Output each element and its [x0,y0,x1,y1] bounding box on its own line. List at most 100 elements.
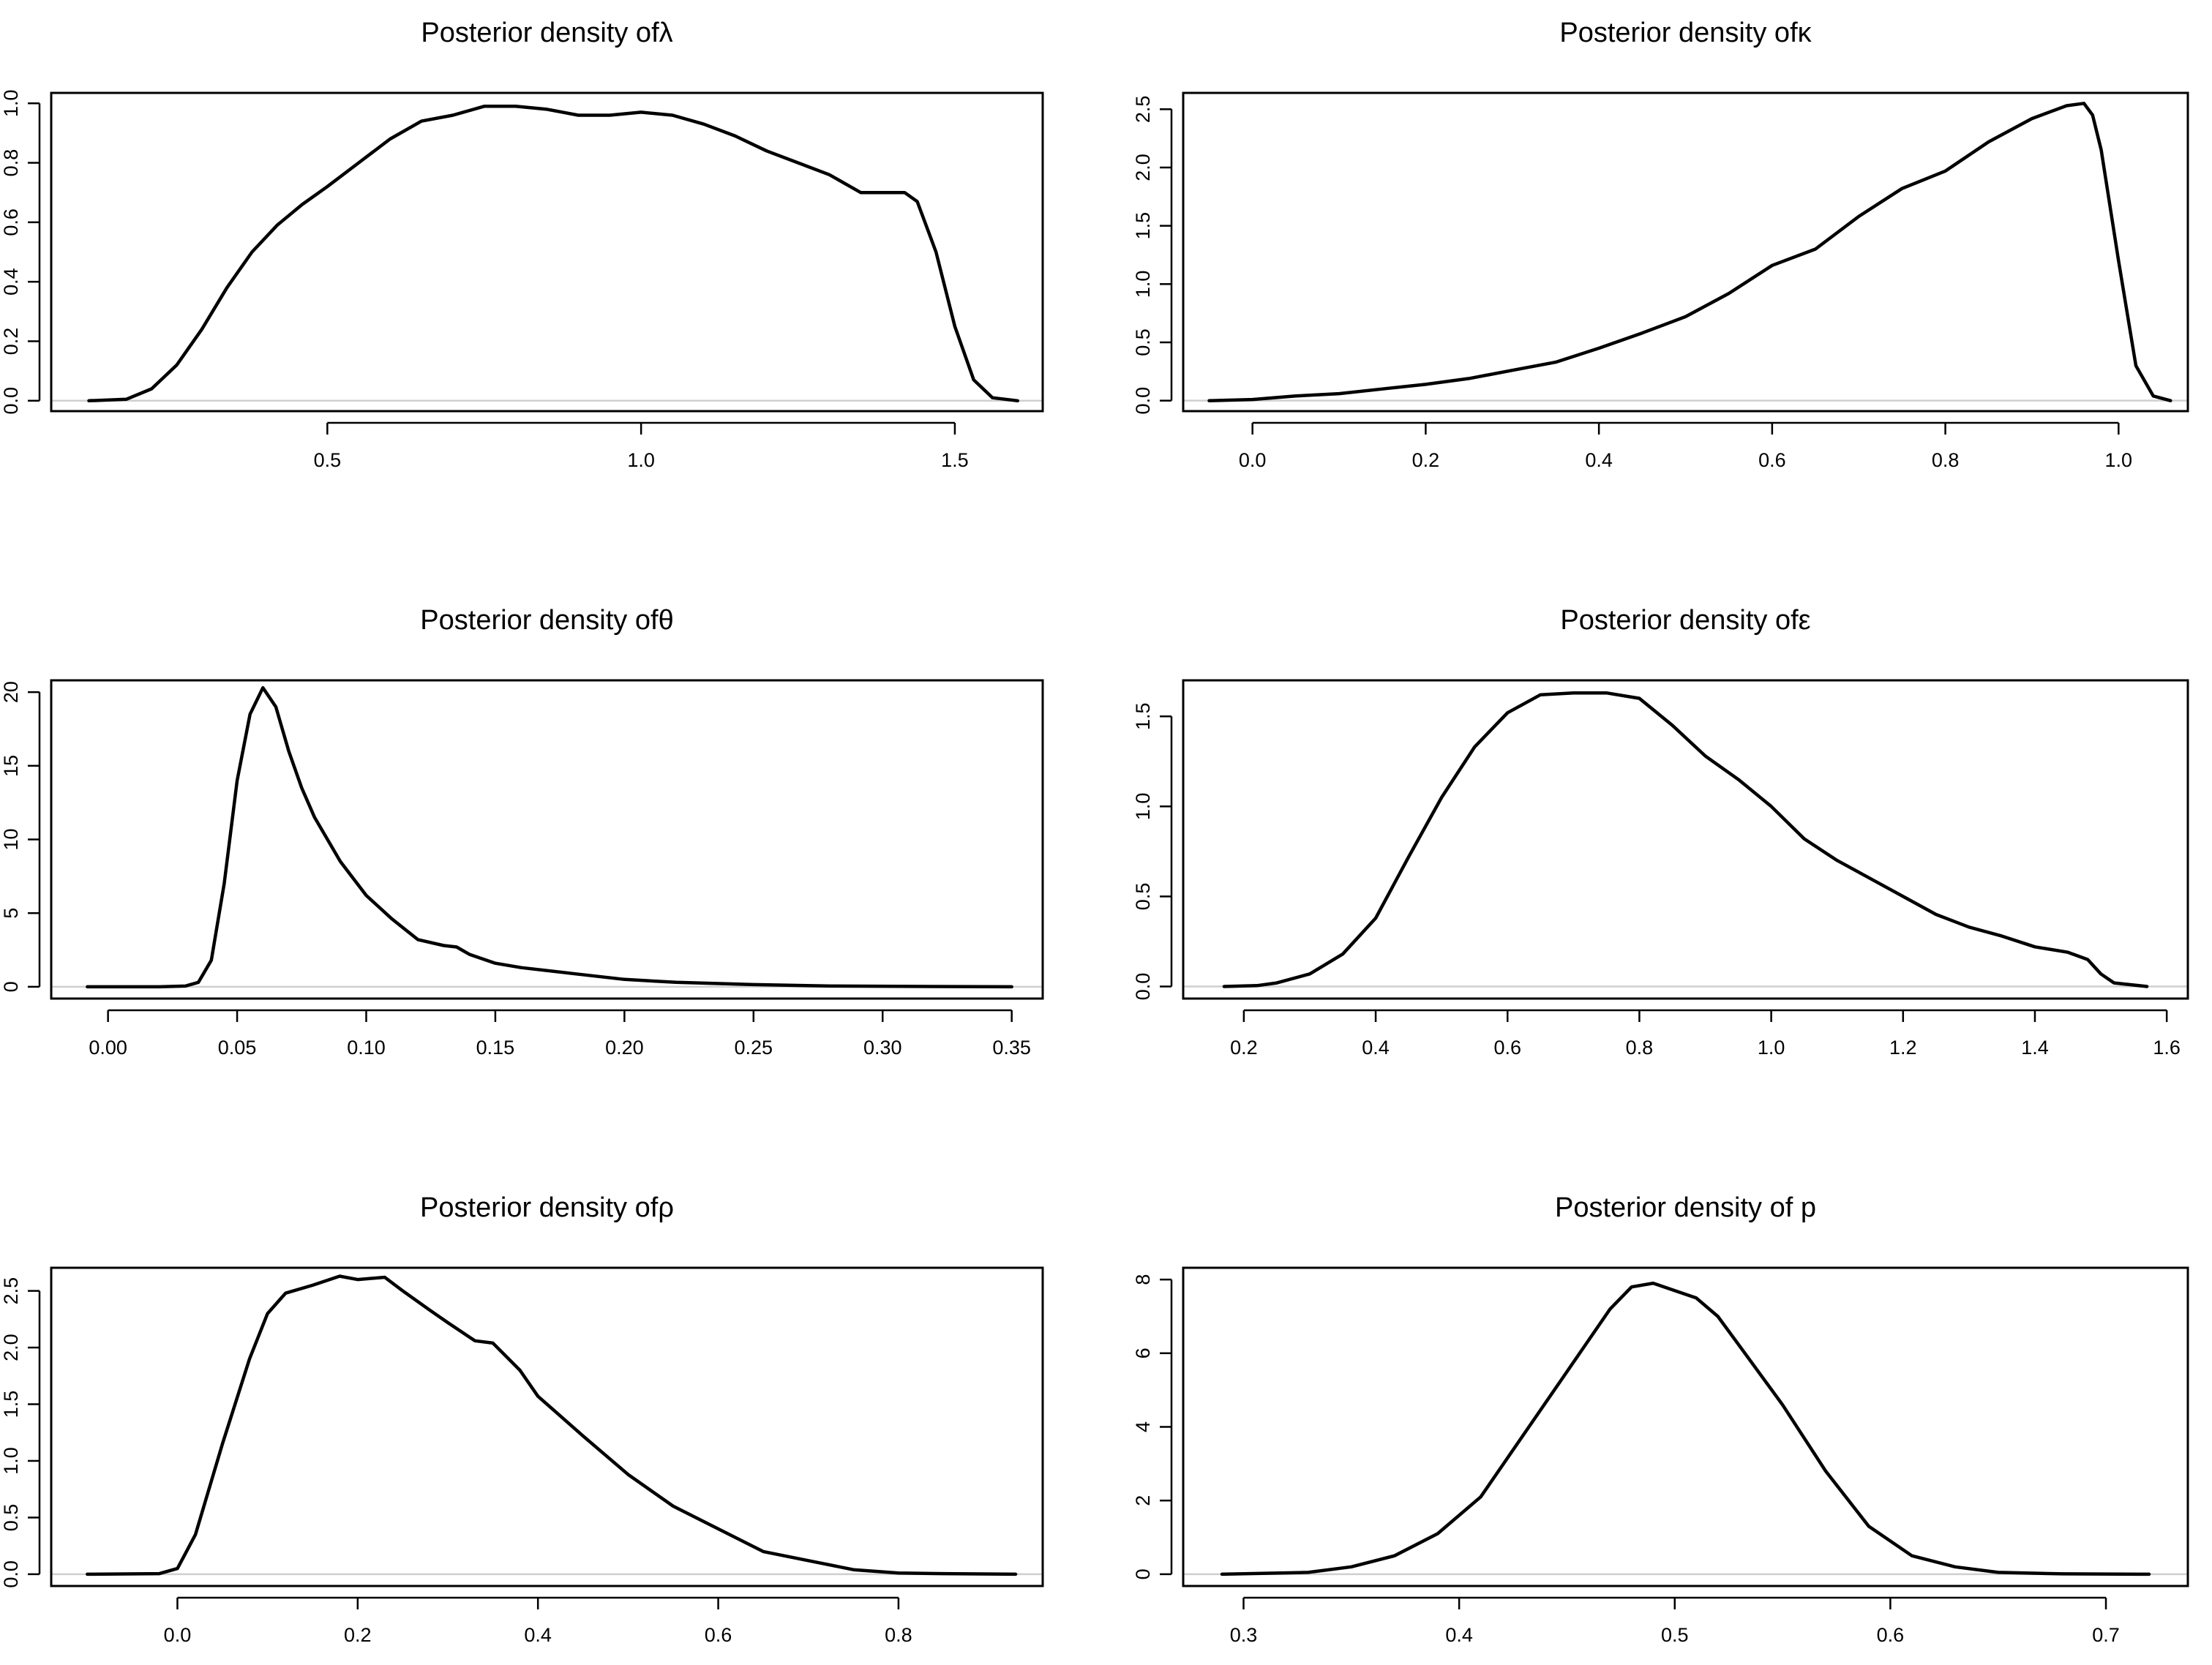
y-tick-label: 2.0 [1132,154,1154,181]
x-tick-label: 0.5 [1661,1624,1689,1646]
x-tick-label: 0.6 [705,1624,732,1646]
y-tick-label: 2 [1132,1495,1154,1506]
plot-title-text: Posterior density of [420,1192,659,1223]
y-tick-label: 2.0 [0,1334,22,1361]
plot-title-text: Posterior density of [421,18,659,48]
plot-title: Posterior density ofλ [421,18,672,48]
plot-title-symbol: ε [1799,605,1811,636]
panel-5: Posterior density ofρ 0.0 0.2 0.4 0.6 0.8 0.0 0… [0,1192,1044,1646]
y-tick-label: 0.0 [1132,387,1154,415]
x-tick-label: 0.2 [1230,1037,1258,1059]
plot-frame [50,679,1044,1000]
x-tick-label: 0.6 [1758,449,1786,471]
y-tick-label: 0 [1132,1568,1154,1579]
x-tick-label: 0.15 [476,1037,515,1059]
y-tick-label: 0 [0,981,22,992]
x-tick-label: 0.05 [218,1037,257,1059]
x-tick-label: 0.25 [735,1037,773,1059]
x-tick-label: 0.6 [1493,1037,1521,1059]
plot-title: Posterior density ofρ [420,1192,674,1223]
plot-frame [1182,1266,2189,1587]
y-tick-label: 1.0 [1132,793,1154,821]
plot-title-symbol: κ [1798,18,1812,48]
density-curve [1207,102,2172,402]
panel-6: Posterior density of p 0.3 0.4 0.5 0.6 0.7 0 2 4… [1132,1192,2189,1646]
x-tick-label: 1.0 [1758,1037,1785,1059]
x-tick-label: 0.2 [344,1624,372,1646]
y-tick-label: 15 [0,755,22,777]
y-tick-label: 0.0 [0,387,22,415]
x-tick-label: 0.4 [1585,449,1613,471]
plot-title-symbol: λ [659,18,673,48]
plot-title: Posterior density ofκ [1559,18,1812,48]
y-tick-label: 1.5 [1132,212,1154,240]
x-tick-label: 1.2 [1889,1037,1917,1059]
x-tick-label: 0.00 [89,1037,127,1059]
y-tick-label: 4 [1132,1421,1154,1432]
x-tick-label: 1.4 [2021,1037,2049,1059]
x-tick-label: 0.35 [992,1037,1031,1059]
plot-title-text: Posterior density of [420,605,659,636]
x-tick-label: 0.6 [1877,1624,1905,1646]
y-tick-label: 10 [0,828,22,850]
panel-3: Posterior density ofθ 0.00 0.05 0.10 0.15 0.2… [0,605,1044,1059]
x-tick-label: 1.0 [627,449,655,471]
density-curve [86,685,1013,989]
x-tick-label: 0.4 [1445,1624,1473,1646]
y-tick-label: 1.0 [0,1447,22,1475]
x-tick-label: 1.6 [2153,1037,2181,1059]
y-tick-label: 2.5 [1132,96,1154,124]
x-tick-label: 1.5 [941,449,969,471]
y-tick-label: 0.0 [0,1560,22,1588]
y-tick-label: 1.0 [1132,271,1154,298]
density-curve [87,105,1019,403]
y-tick-label: 1.5 [1132,702,1154,730]
y-tick-label: 0.4 [0,268,22,296]
y-tick-label: 0.5 [0,1504,22,1532]
y-tick-label: 0.5 [1132,883,1154,911]
plot-title-text: Posterior density of [1560,605,1799,636]
x-tick-label: 0.0 [164,1624,192,1646]
x-tick-label: 0.4 [1362,1037,1390,1059]
x-tick-label: 0.30 [863,1037,902,1059]
density-curve [1222,691,2149,988]
y-tick-label: 0.5 [1132,328,1154,356]
y-tick-label: 0.2 [0,328,22,356]
x-tick-label: 0.8 [885,1624,912,1646]
x-tick-label: 0.20 [605,1037,644,1059]
density-curve [86,1274,1018,1576]
plot-title-symbol: θ [659,605,674,636]
y-tick-label: 2.5 [0,1277,22,1305]
y-tick-label: 1.5 [0,1391,22,1418]
y-tick-label: 0.8 [0,149,22,177]
plot-title-text: Posterior density of p [1555,1192,1816,1223]
density-curve [1220,1281,2151,1576]
x-tick-label: 0.2 [1412,449,1440,471]
x-tick-label: 0.0 [1239,449,1267,471]
plot-frame [50,1266,1044,1587]
plot-title-symbol: ρ [658,1192,674,1223]
plot-title: Posterior density ofε [1560,605,1810,636]
plot-title: Posterior density of p [1555,1192,1816,1223]
x-tick-label: 0.10 [347,1037,386,1059]
y-tick-label: 0.6 [0,208,22,236]
plot-title-text: Posterior density of [1559,18,1798,48]
x-tick-label: 0.7 [2092,1624,2120,1646]
x-tick-label: 0.3 [1230,1624,1258,1646]
plot-frame [1182,91,2189,413]
plot-title: Posterior density ofθ [420,605,673,636]
panel-1: Posterior density ofλ 0.5 1.0 1.5 0.0 0.2 0.4 0… [0,18,1044,471]
x-tick-label: 0.8 [1932,449,1960,471]
panel-4: Posterior density ofε 0.2 0.4 0.6 0.8 1.0 1.2 1… [1132,605,2189,1059]
x-tick-label: 1.0 [2105,449,2133,471]
x-tick-label: 0.4 [524,1624,552,1646]
x-tick-label: 0.5 [314,449,342,471]
plot-frame [50,91,1044,413]
y-tick-label: 5 [0,908,22,919]
y-tick-label: 1.0 [0,89,22,117]
y-tick-label: 20 [0,681,22,703]
plot-frame [1182,679,2189,1000]
panel-2: Posterior density ofκ 0.0 0.2 0.4 0.6 0.8 1.0 0… [1132,18,2189,471]
x-tick-label: 0.8 [1626,1037,1654,1059]
